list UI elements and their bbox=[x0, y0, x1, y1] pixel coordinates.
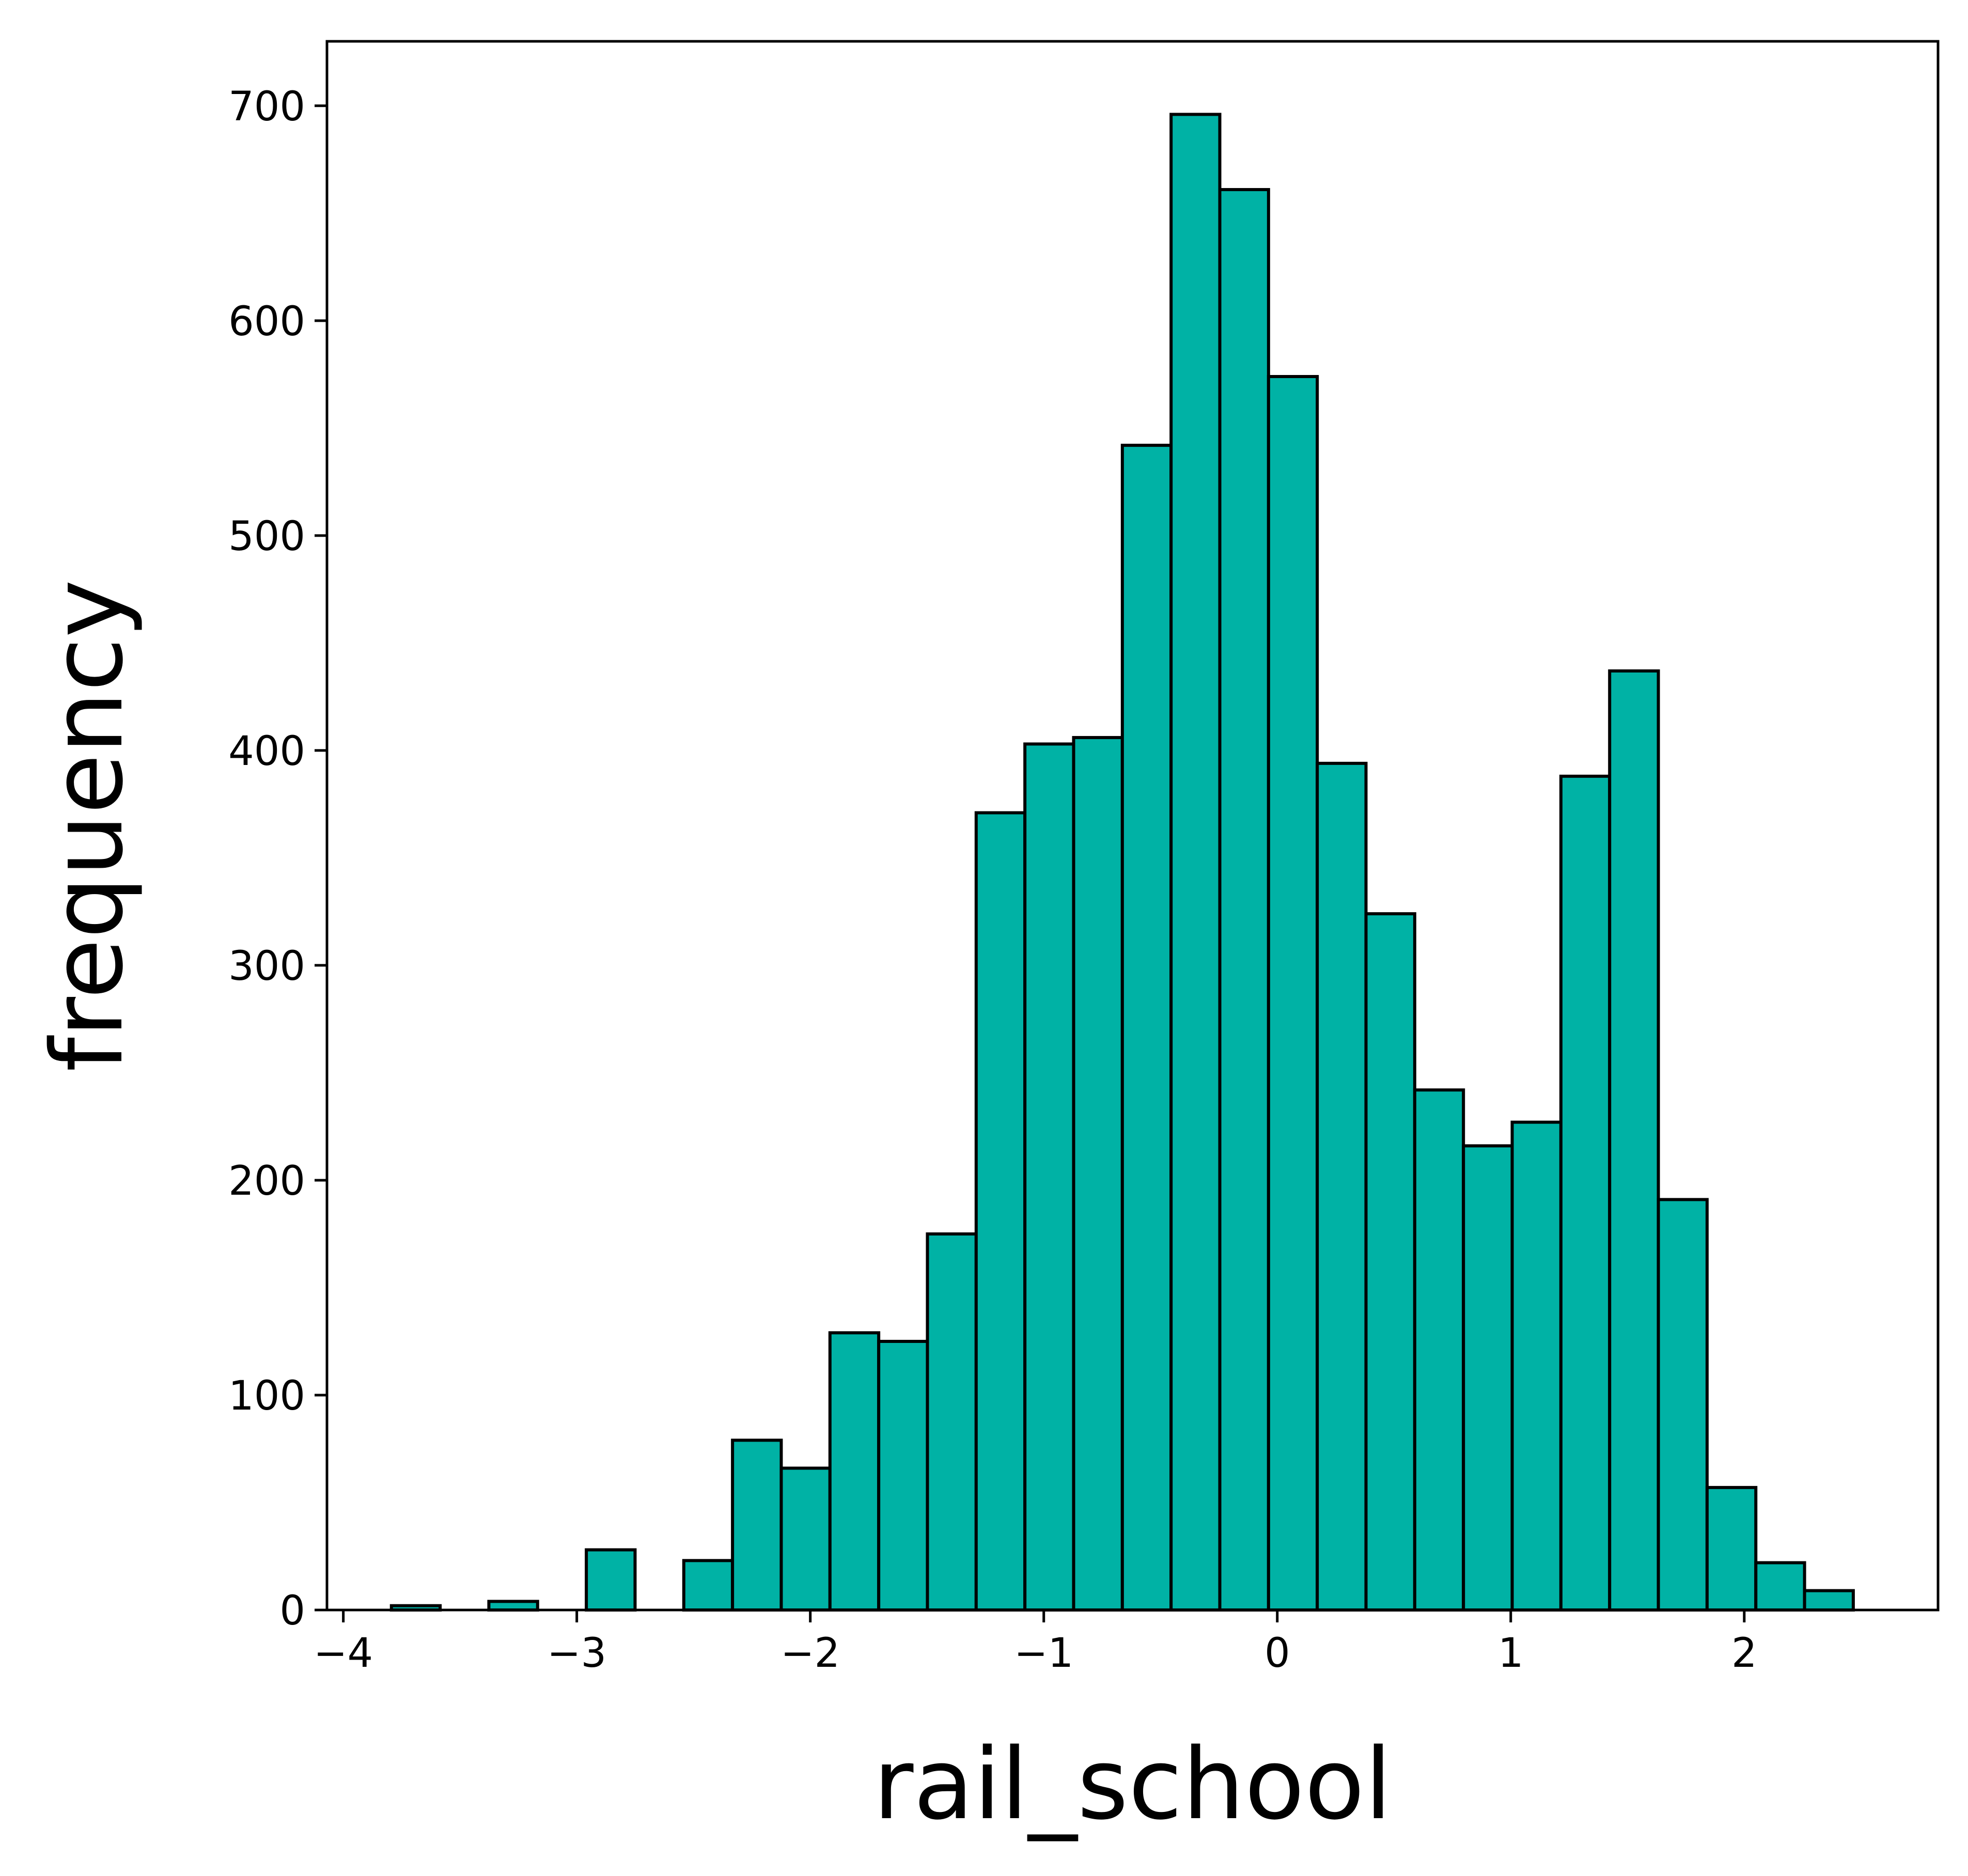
bars-group bbox=[389, 113, 1855, 1612]
y-tick-label: 500 bbox=[228, 513, 305, 560]
histogram-bar bbox=[1608, 669, 1660, 1612]
histogram-bar bbox=[1510, 1120, 1563, 1612]
y-tick-label: 200 bbox=[228, 1158, 305, 1205]
y-tick-label: 100 bbox=[228, 1373, 305, 1419]
y-tick-label: 300 bbox=[228, 943, 305, 990]
histogram-bar bbox=[779, 1466, 832, 1612]
histogram-bar bbox=[585, 1548, 637, 1612]
histogram-bar bbox=[1803, 1589, 1855, 1612]
x-tick-label: 1 bbox=[1498, 1630, 1524, 1677]
y-axis: 0 100 200 300 400 500 600 700 bbox=[228, 84, 327, 1634]
histogram-bar bbox=[1754, 1561, 1806, 1612]
x-tick-label: −1 bbox=[1014, 1630, 1073, 1677]
y-tick-label: 600 bbox=[228, 299, 305, 345]
histogram-bar bbox=[1120, 444, 1173, 1612]
y-axis-title: frequency bbox=[30, 580, 145, 1072]
histogram-bar bbox=[1218, 188, 1270, 1612]
y-tick-label: 0 bbox=[279, 1588, 305, 1634]
x-tick-label: −4 bbox=[314, 1630, 373, 1677]
histogram-bar bbox=[828, 1331, 881, 1612]
histogram-bar bbox=[1413, 1088, 1465, 1612]
histogram-bar bbox=[1705, 1486, 1758, 1612]
histogram-bar bbox=[1169, 113, 1222, 1612]
histogram-bar bbox=[1316, 761, 1368, 1612]
x-tick-label: −3 bbox=[547, 1630, 606, 1677]
histogram-bar bbox=[1023, 742, 1075, 1612]
histogram-bar bbox=[1267, 375, 1319, 1612]
y-tick-label: 700 bbox=[228, 84, 305, 130]
x-tick-label: 0 bbox=[1264, 1630, 1290, 1677]
histogram-bar bbox=[974, 811, 1027, 1612]
x-tick-label: 2 bbox=[1731, 1630, 1757, 1677]
histogram-bar bbox=[1364, 912, 1416, 1612]
histogram-bar bbox=[731, 1439, 783, 1612]
histogram-bar bbox=[1462, 1144, 1514, 1612]
histogram-bar bbox=[877, 1339, 929, 1612]
histogram-bar bbox=[1559, 774, 1612, 1612]
x-axis: −4 −3 −2 −1 0 1 2 bbox=[314, 1610, 1757, 1677]
x-axis-title: rail_school bbox=[873, 1727, 1392, 1841]
plot-frame bbox=[325, 40, 1940, 1612]
histogram-bar bbox=[926, 1232, 978, 1612]
histogram-bar bbox=[1657, 1198, 1709, 1612]
histogram-bar bbox=[1072, 736, 1124, 1612]
y-tick-label: 400 bbox=[228, 728, 305, 775]
x-tick-label: −2 bbox=[780, 1630, 840, 1677]
histogram-bar bbox=[682, 1559, 735, 1612]
